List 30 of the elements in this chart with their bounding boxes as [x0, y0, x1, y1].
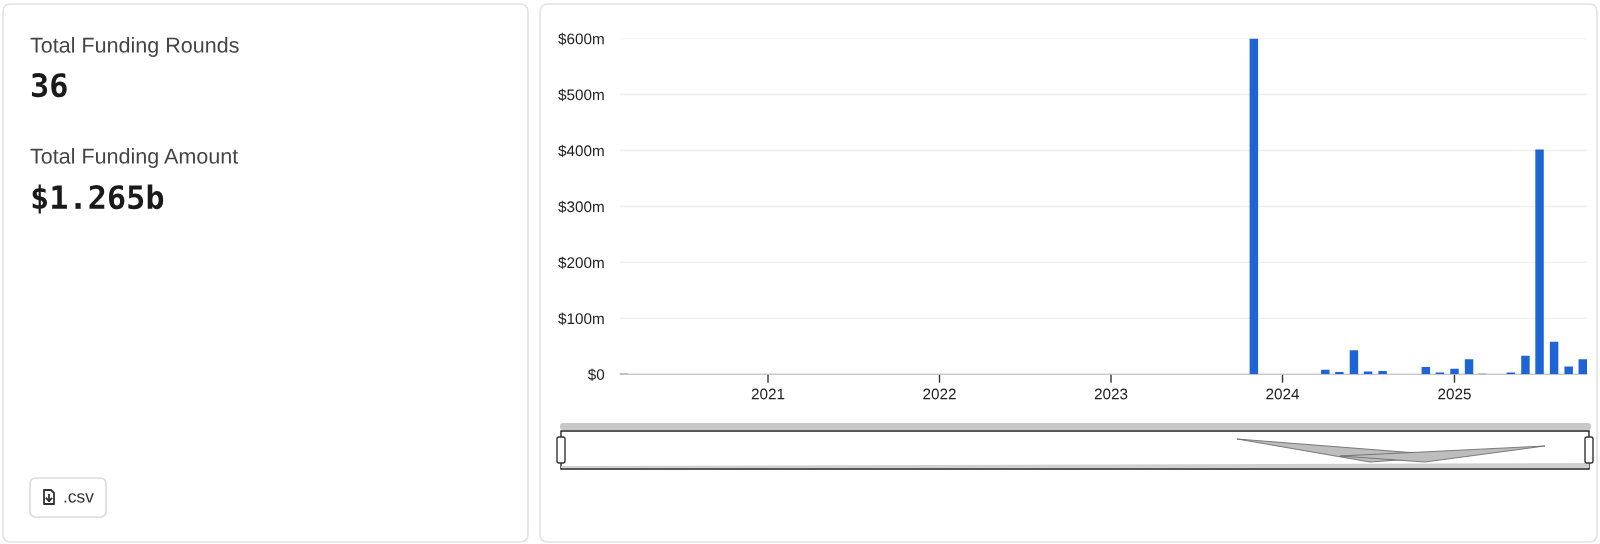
- x-tick-label: 2024: [1266, 388, 1300, 400]
- y-tick-label: $600m: [558, 32, 604, 46]
- y-tick-label: $300m: [558, 200, 604, 214]
- bar: [1378, 370, 1387, 375]
- x-tick-label: 2023: [1094, 388, 1128, 400]
- bar: [1321, 369, 1330, 375]
- bar: [1450, 368, 1459, 375]
- bar: [1535, 149, 1544, 375]
- x-tick-label: 2025: [1438, 388, 1471, 400]
- text: $1.265b: [32, 184, 164, 214]
- text: Total Funding Rounds: [30, 36, 239, 58]
- bar: [1335, 372, 1344, 375]
- bar: [1421, 367, 1431, 375]
- x-tick-label: 2022: [923, 388, 956, 400]
- bar: [1249, 38, 1259, 375]
- y-tick-label: $200m: [558, 256, 604, 269]
- bar: [1564, 366, 1573, 375]
- y-tick-label: $400m: [558, 144, 604, 158]
- text: Total Funding Amount: [30, 147, 239, 169]
- bar: [1549, 341, 1559, 375]
- bar: [1464, 359, 1474, 375]
- x-tick-label: 2021: [751, 388, 785, 400]
- y-tick-label: $100m: [558, 312, 604, 325]
- y-tick-label: $500m: [558, 88, 604, 102]
- text: .csv: [64, 493, 94, 503]
- y-tick-label: $0: [587, 368, 605, 381]
- bar: [1578, 359, 1587, 375]
- text: 36: [31, 73, 67, 98]
- bar: [1349, 350, 1359, 375]
- bar: [1521, 355, 1530, 375]
